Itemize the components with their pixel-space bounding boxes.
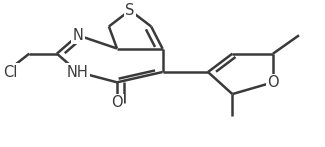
Text: N: N	[72, 28, 84, 43]
Text: Cl: Cl	[4, 65, 18, 80]
Text: NH: NH	[67, 65, 89, 80]
Text: O: O	[111, 95, 123, 110]
Text: S: S	[125, 3, 135, 18]
Text: O: O	[267, 75, 279, 90]
